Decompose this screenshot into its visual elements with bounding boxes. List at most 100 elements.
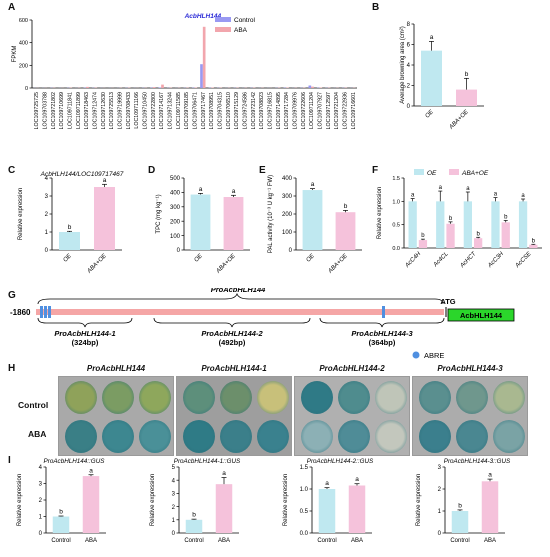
x-tick-label: LOC109716815 [268,92,274,129]
y-tick-label: 300 [170,205,181,211]
x-tick-label: LOC109703788 [43,92,49,129]
legend-swatch-abaoe [449,169,459,175]
leaf-disc [65,420,97,453]
x-tick-label: LOC109725725 [34,92,40,129]
x-tick-label: LOC109704315 [218,92,224,129]
x-tick-label: LOC109707927 [318,92,324,129]
gus-row-aba: ABA [28,429,47,439]
x-tick-label: LOC109706471 [193,92,199,129]
segment-name: ProAcbHLH144-3 [351,329,413,338]
leaf-disc [301,420,333,453]
significance-letter: b [59,509,63,516]
leaf-disc [220,420,252,453]
significance-letter: a [521,193,525,199]
bar-oe [408,201,417,248]
promoter-diagram: -1860 ProAcbHLH144 ATG AcbHLH144 ProAcbHLH14… [10,288,515,360]
leaf-disc [375,381,407,414]
promoter-line [36,309,444,315]
x-tick-label: LOC109715129 [234,92,240,129]
chart-title: ProAcbHLH144-2::GUS [307,458,374,465]
leaf-disc [456,420,488,453]
significance-letter: a [439,185,443,191]
significance-letter: b [465,71,469,78]
bar-abaoe [501,222,510,248]
significance-letter: b [476,231,480,237]
promoter-full-bracket [37,292,444,305]
legend-label-aba: ABA [234,27,248,34]
chart-title: ProAcbHLH144::GUS [44,458,106,465]
leaf-disc [220,381,252,414]
panel-label-i: I [8,455,11,466]
chart-i2-gus: 0 1 2 3 4 5 Relative expression ProAcbHLH144-1:… [150,458,241,544]
gus-staining-photo [58,376,174,456]
segment-bracket [319,317,445,328]
x-tick-label: LOC109710699 [59,92,65,129]
chart-f-gene-expression: 0.0 0.5 1.0 1.5 Relative expression OE ABA+OE a… [377,169,542,270]
bar [185,519,203,533]
x-tick-label: ABA+OE [215,252,238,275]
leaf-disc [493,420,525,453]
leaf-disc [65,381,97,414]
y-tick-label: 0 [438,531,442,537]
x-tick-label: ABA [218,538,230,544]
y-axis-label: Relative expression [17,474,23,526]
x-tick-label: LOC109722936 [343,92,349,129]
x-tick-label: LOC109723142 [251,92,257,129]
segment-name: ProAcbHLH144-1 [54,329,115,338]
y-tick-label: 200 [170,219,181,225]
x-tick-label: OE [194,252,205,263]
x-tick-label: LOC109724586 [243,92,249,129]
y-tick-label: 3 [172,492,176,498]
leaf-disc [338,420,370,453]
y-tick-label: 8 [407,22,411,28]
panel-label-b: B [372,2,380,13]
y-tick-label: 500 [170,176,181,182]
y-axis-label: TPC (mg kg⁻¹) [156,194,162,233]
panel-label-a: A [8,2,16,13]
x-tick-label: AcCSE [514,250,533,269]
bar [456,89,477,106]
y-tick-label: 1 [172,518,176,524]
significance-letter: b [68,224,72,231]
significance-letter: a [325,480,329,487]
x-tick-label: LOC109716601 [351,92,357,129]
x-tick-label: LOC109714167 [159,92,165,129]
y-tick-label: 0 [45,248,49,254]
y-tick-label: 0 [172,531,176,537]
y-tick-label: 4 [407,63,411,69]
y-tick-label: 4 [39,465,43,471]
bar [421,50,442,106]
leaf-disc [102,420,134,453]
y-tick-label: 400 [19,41,28,47]
segment-bracket [153,317,311,328]
x-tick-label: AcHCT [459,250,479,270]
bar [318,489,336,533]
x-tick-label: OE [63,252,74,263]
y-tick-label: 6 [407,43,411,49]
x-tick-label: ABA [351,538,363,544]
y-tick-label: 2 [39,498,43,504]
bar-oe [491,201,500,248]
leaf-disc [183,420,215,453]
segment-size: (492bp) [219,338,246,347]
leaf-disc [338,381,370,414]
y-axis-label: Relative expression [416,474,422,526]
significance-letter: a [103,177,107,184]
bar-oe [436,201,445,248]
leaf-disc [139,420,171,453]
chart-title: ProAcbHLH144-3::GUS [444,458,511,465]
segment-name: ProAcbHLH144-2 [201,329,263,338]
significance-letter: a [466,186,470,192]
bar-control [308,85,312,88]
x-tick-label: LOC109712597 [326,92,332,129]
x-tick-label: LOC109708823 [259,92,265,129]
significance-letter: a [494,192,498,198]
y-axis-label: FPKM [12,46,18,63]
x-tick-label: ABA+OE [448,108,471,131]
x-tick-label: LOC109711841 [68,92,74,129]
leaf-disc [375,420,407,453]
y-axis-label: Relative expression [283,474,289,526]
y-tick-label: 200 [282,212,293,218]
